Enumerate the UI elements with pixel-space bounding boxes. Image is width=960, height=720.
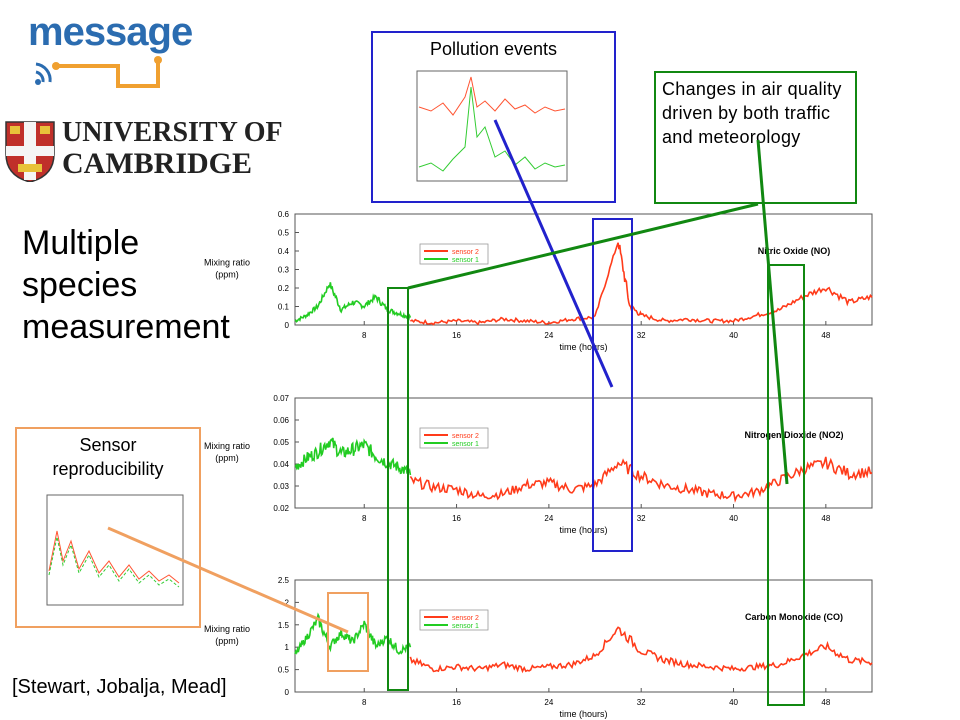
y-axis-label-unit: (ppm) [215,270,239,280]
y-tick-label: 0.4 [278,247,290,256]
y-tick-label: 2.5 [278,576,290,585]
x-tick-label: 40 [729,698,738,707]
y-tick-label: 0.06 [273,416,289,425]
chart-title: Nitric Oxide (NO) [758,246,831,256]
message-logo: message [28,10,218,100]
title-line-3: measurement [22,308,230,346]
university-logo: UNIVERSITY OF CAMBRIDGE [4,118,294,184]
chart-title: Carbon Monoxide (CO) [745,612,843,622]
title-line-2: species [22,266,138,304]
x-tick-label: 16 [452,698,461,707]
x-tick-label: 16 [452,514,461,523]
series-line-sensor1 [294,612,412,655]
series-line-sensor2 [409,626,873,674]
x-tick-label: 8 [362,514,367,523]
y-axis-label: Mixing ratio [204,624,250,634]
series-line-sensor1 [294,437,412,476]
x-axis-label: time (hours) [559,525,607,535]
x-tick-label: 24 [544,331,553,340]
y-tick-label: 0.5 [278,229,290,238]
title-line-1: Multiple [22,224,140,262]
y-tick-label: 0.04 [273,460,289,469]
plot-frame-1 [294,397,873,509]
x-tick-label: 32 [637,514,646,523]
x-tick-label: 16 [452,331,461,340]
y-axis-label: Mixing ratio [204,441,250,451]
university-crest-icon [5,121,55,182]
sensor-repro-inset-chart [46,494,184,606]
university-line2: CAMBRIDGE [62,147,253,180]
y-tick-label: 2 [285,598,290,607]
legend-label-sensor2: sensor 2 [452,615,479,622]
university-line1: UNIVERSITY OF [62,117,283,148]
slide-title: Multiple species measurement [22,222,262,348]
y-tick-label: 1.5 [278,621,290,630]
x-axis-label: time (hours) [559,342,607,352]
y-tick-label: 0.2 [278,284,290,293]
y-tick-label: 0.5 [278,666,290,675]
air-quality-box: Changes in air quality driven by both tr… [654,71,857,204]
x-tick-label: 24 [544,514,553,523]
x-tick-label: 48 [821,331,830,340]
legend-label-sensor2: sensor 2 [452,249,479,256]
air-quality-label: Changes in air quality driven by both tr… [662,79,842,147]
y-tick-label: 1 [285,643,290,652]
x-tick-label: 48 [821,698,830,707]
message-logo-text: message [28,10,193,54]
x-tick-label: 32 [637,331,646,340]
y-axis-label-unit: (ppm) [215,636,239,646]
pollution-events-label: Pollution events [429,39,558,59]
y-tick-label: 0.03 [273,482,289,491]
y-axis-label: Mixing ratio [204,258,250,268]
series-line-sensor2 [409,456,873,503]
x-tick-label: 24 [544,698,553,707]
legend-label-sensor2: sensor 2 [452,433,479,440]
x-tick-label: 48 [821,514,830,523]
y-tick-label: 0 [285,321,290,330]
legend-label-sensor1: sensor 1 [452,257,479,264]
y-tick-label: 0.05 [273,438,289,447]
y-axis-label-unit: (ppm) [215,453,239,463]
pollution-events-box: Pollution events [371,31,616,203]
series-line-sensor1 [294,282,412,323]
sensor-repro-box: Sensor reproducibility [15,427,201,628]
legend-label-sensor1: sensor 1 [452,623,479,630]
x-tick-label: 40 [729,514,738,523]
x-tick-label: 8 [362,698,367,707]
y-tick-label: 0 [285,688,290,697]
y-tick-label: 0.1 [278,303,290,312]
plot-frame-0 [294,213,873,326]
signal-icon [35,56,162,88]
y-tick-label: 0.02 [273,504,289,513]
citation: [Stewart, Jobalja, Mead] [12,676,227,698]
plot-frame-2 [294,579,873,693]
x-axis-label: time (hours) [559,709,607,719]
y-tick-label: 0.3 [278,266,290,275]
pollution-inset-chart [416,70,568,182]
legend-label-sensor1: sensor 1 [452,441,479,448]
sensor-repro-label: Sensor reproducibility [52,435,164,479]
chart-title: Nitrogen Dioxide (NO2) [744,430,843,440]
y-tick-label: 0.6 [278,210,290,219]
x-tick-label: 40 [729,331,738,340]
x-tick-label: 32 [637,698,646,707]
y-tick-label: 0.07 [273,394,289,403]
x-tick-label: 8 [362,331,367,340]
